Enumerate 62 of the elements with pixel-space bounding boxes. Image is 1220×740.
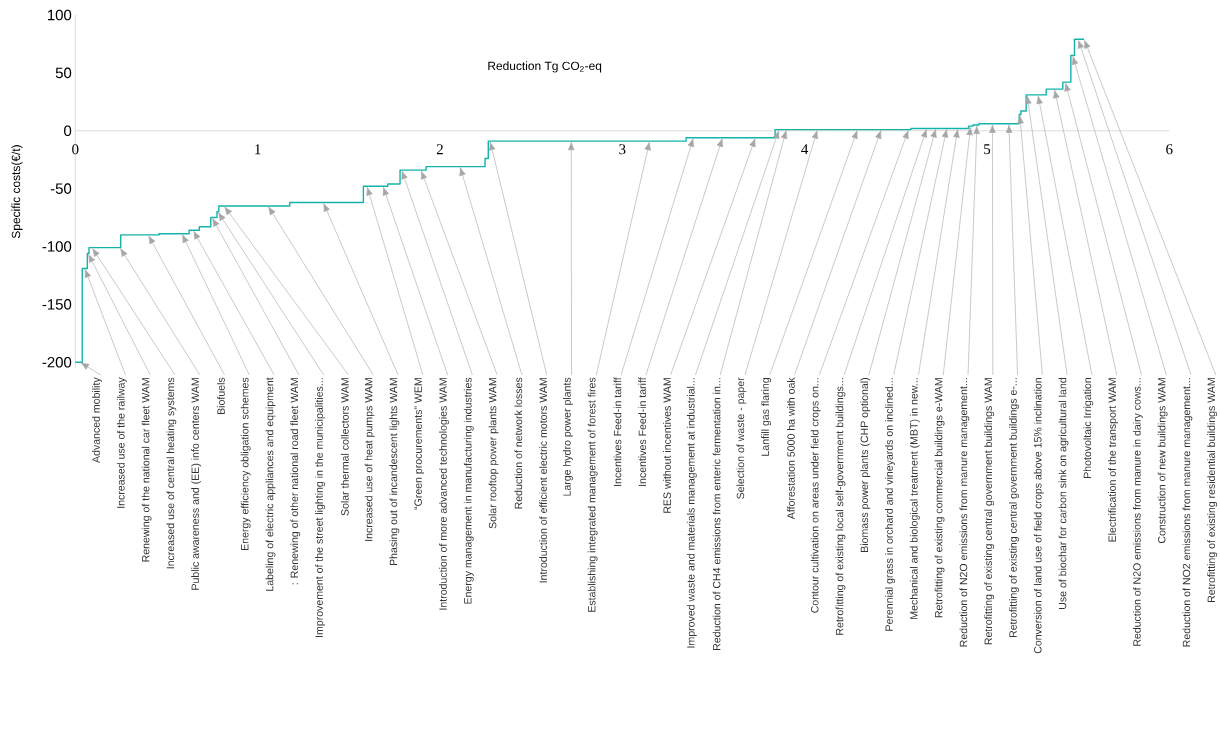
annotation: Use of biochar for carbon sink on agricultural land bbox=[1058, 378, 1069, 609]
annotation: “Green procurements” WEM bbox=[414, 378, 424, 510]
annotation: Reduction of NO2 emissions from manure management... bbox=[1182, 378, 1193, 647]
y-tick-label: 100 bbox=[48, 9, 72, 21]
annotation: Incentives Feed-in tariff bbox=[638, 377, 647, 486]
annotation: Improved waste and materials management at industrial... bbox=[686, 378, 697, 648]
annotation: Retrofitting of existing local self-government buildings... bbox=[835, 378, 846, 635]
annotation: Increased use of the railway bbox=[116, 377, 127, 508]
annotation: Retrofitting of existing central government buildings WAM bbox=[984, 378, 995, 645]
annotation: Introduction of efficient electric motors WAM bbox=[539, 378, 547, 583]
annotation: Photovoltaic Irrigation bbox=[1083, 378, 1094, 478]
annotation: Labeling of electric appliances and equipment bbox=[265, 377, 276, 591]
annotation: Solar rooftop power plants WAM bbox=[488, 378, 499, 529]
x-tick-label: 3 bbox=[619, 144, 626, 155]
annotation: Energy management in manufacturing industries bbox=[463, 377, 474, 604]
annotation: Solar thermal collectors WAM bbox=[340, 378, 349, 516]
annotation: Advanced mobility bbox=[92, 377, 102, 463]
y-axis-title: Specific costs(€/t) bbox=[11, 145, 23, 239]
y-tick-label: -100 bbox=[42, 241, 72, 252]
annotation: Retrofitting of existing central government buildings e-... bbox=[1009, 378, 1019, 638]
annotation: Retrofitting of existing residential buildings WAM bbox=[1207, 378, 1218, 603]
annotation: Introduction of more advanced technologies WAM bbox=[439, 378, 449, 610]
y-tick-label: -200 bbox=[42, 356, 72, 368]
x-tick-label: 0 bbox=[72, 144, 79, 155]
annotation: Large hydro power plants bbox=[562, 377, 573, 496]
annotation: Reduction of network losses bbox=[514, 377, 523, 509]
x-tick-label: 6 bbox=[1166, 144, 1173, 155]
y-tick-label: -50 bbox=[50, 183, 72, 194]
annotation: Afforestation 5000 ha with oak bbox=[787, 377, 795, 520]
x-tick-label: 4 bbox=[801, 144, 809, 155]
annotation: Increased use of heat pumps WAM bbox=[364, 378, 375, 541]
annotation: Increased use of central heating systems bbox=[166, 377, 177, 569]
annotation: Phasing out of incandescent lights WAM bbox=[389, 378, 400, 566]
annotation: Improvement of the street lighting in the municipalities... bbox=[315, 378, 325, 637]
annotation: Biomass power plants (CHP optional) bbox=[860, 378, 871, 552]
annotation: Retrofitting of existing commercial buildings e-WAM bbox=[934, 378, 945, 618]
annotation: Energy efficiency obligation schemes bbox=[240, 377, 251, 551]
annotation: Incentives Feed-in tariff bbox=[613, 377, 622, 486]
annotation: RES without incentives WAM bbox=[663, 378, 671, 513]
y-tick-label: 50 bbox=[55, 67, 72, 79]
x-axis-title: Reduction Tg CO$_{2}$-eq bbox=[488, 61, 602, 73]
y-tick-label: -150 bbox=[42, 299, 72, 310]
annotation: Selection of waste - paper bbox=[736, 377, 747, 499]
annotation: Biofuels bbox=[217, 377, 225, 415]
annotation: Electrification of the transport WAM bbox=[1108, 378, 1118, 542]
annotation: Mechanical and biological treatment (MBT) in new... bbox=[909, 378, 920, 619]
x-tick-label: 5 bbox=[984, 144, 991, 155]
annotation: Lanfill gas flaring bbox=[761, 378, 772, 456]
annotation: Reduction of CH4 emissions from enteric fermentation in... bbox=[712, 378, 721, 650]
x-tick-label: 1 bbox=[255, 144, 261, 155]
annotation: Renewing of the national car fleet WAM bbox=[141, 378, 152, 562]
annotation: : Renewing of other national road fleet WAM bbox=[290, 378, 301, 585]
annotation: Public awareness and (EE) info centers WAM bbox=[191, 378, 202, 590]
x-tick-label: 2 bbox=[436, 144, 443, 155]
y-tick-label: 0 bbox=[64, 125, 72, 137]
annotation: Conversion of land use of field crops above 15% inclination bbox=[1033, 378, 1044, 654]
annotation: Perennial grass in orchard and vineyards on inclined... bbox=[885, 378, 895, 631]
annotation: Construction of new buildings WAM bbox=[1157, 378, 1168, 544]
annotation: Reduction of N2O emissions from manure in dairy cows... bbox=[1132, 378, 1143, 646]
annotation: Establishing integrated management of forest fires bbox=[587, 377, 598, 612]
annotation: Contour cultivation on areas under field crops on... bbox=[810, 378, 821, 613]
annotation: Reduction of N2O emissions from manure management... bbox=[959, 378, 970, 647]
